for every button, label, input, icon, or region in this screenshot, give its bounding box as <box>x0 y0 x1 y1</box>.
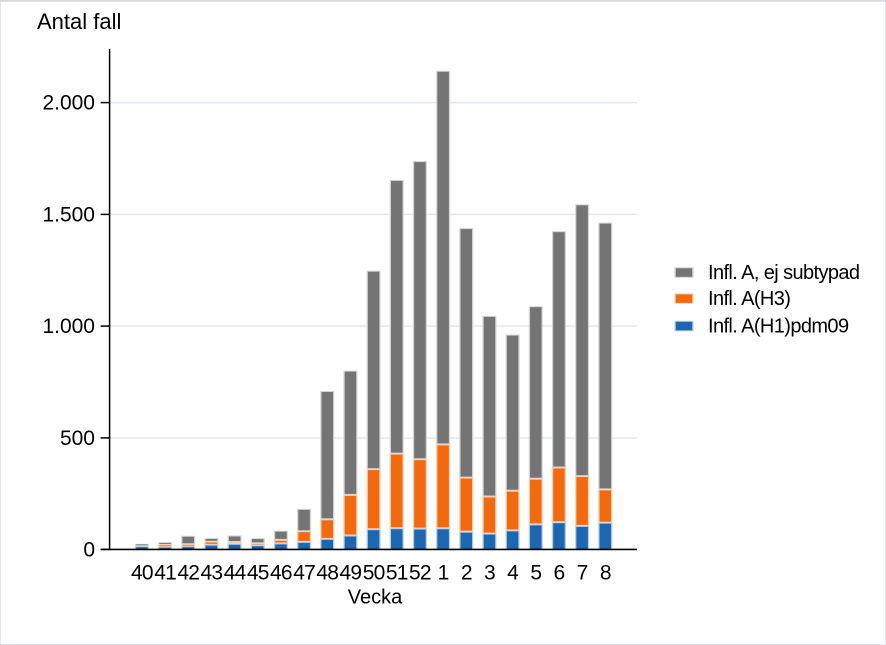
svg-text:47: 47 <box>293 562 315 585</box>
svg-text:7: 7 <box>577 562 588 585</box>
svg-text:Infl. A(H1)pdm09: Infl. A(H1)pdm09 <box>708 316 849 338</box>
svg-text:1: 1 <box>438 562 449 585</box>
svg-text:2.000: 2.000 <box>42 92 95 115</box>
svg-text:Vecka: Vecka <box>348 586 403 608</box>
svg-text:500: 500 <box>60 427 95 450</box>
svg-text:6: 6 <box>554 562 565 585</box>
svg-text:Antal fall: Antal fall <box>37 9 121 34</box>
svg-text:5: 5 <box>530 562 541 585</box>
svg-text:51: 51 <box>386 562 408 585</box>
svg-text:3: 3 <box>484 562 495 585</box>
svg-text:41: 41 <box>154 562 176 585</box>
svg-text:40: 40 <box>131 562 153 585</box>
svg-text:45: 45 <box>247 562 269 585</box>
svg-text:1.000: 1.000 <box>42 315 95 338</box>
svg-text:1.500: 1.500 <box>42 203 95 226</box>
svg-text:43: 43 <box>201 562 223 585</box>
svg-text:Infl. A(H3): Infl. A(H3) <box>708 288 790 310</box>
svg-text:2: 2 <box>461 562 472 585</box>
svg-text:0: 0 <box>83 538 95 561</box>
svg-text:42: 42 <box>177 562 199 585</box>
svg-text:8: 8 <box>600 562 611 585</box>
svg-text:49: 49 <box>340 562 362 585</box>
svg-text:52: 52 <box>409 562 431 585</box>
svg-text:48: 48 <box>316 562 338 585</box>
svg-text:Infl. A, ej subtypad: Infl. A, ej subtypad <box>708 262 859 284</box>
svg-text:46: 46 <box>270 562 292 585</box>
svg-text:44: 44 <box>224 562 247 585</box>
svg-text:4: 4 <box>507 562 519 585</box>
svg-text:50: 50 <box>363 562 385 585</box>
